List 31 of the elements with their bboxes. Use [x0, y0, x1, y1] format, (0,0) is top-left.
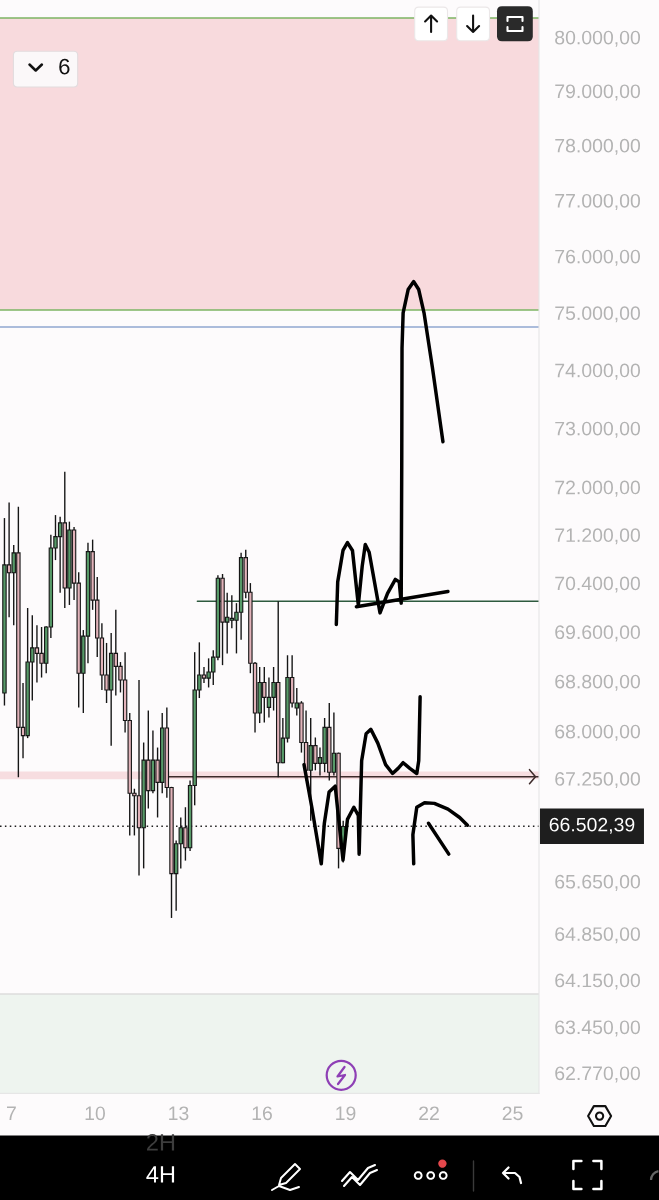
x-tick-label: 16: [252, 1106, 272, 1121]
x-tick-label: 7: [7, 1106, 16, 1120]
y-tick-label: 63.450,00: [555, 1020, 641, 1037]
x-tick-label: 22: [419, 1106, 439, 1120]
y-tick-label: 78.000,00: [555, 138, 641, 155]
text: 4H: [146, 1166, 175, 1183]
y-tick-label: 74.000,00: [555, 363, 641, 380]
y-tick-label: 73.000,00: [555, 421, 641, 438]
y-tick-label: 79.000,00: [555, 84, 641, 101]
y-tick-label: 71.200,00: [555, 528, 641, 545]
y-tick-label: 76.000,00: [555, 249, 641, 266]
ref-line-label: 66.502,39: [549, 817, 635, 834]
y-tick-label: 77.000,00: [555, 193, 641, 210]
x-tick-label: 13: [169, 1106, 189, 1121]
text: 2H: [147, 1134, 175, 1151]
y-tick-label: 64.850,00: [555, 927, 641, 944]
y-tick-label: 70.400,00: [555, 576, 641, 593]
y-tick-label: 65.650,00: [555, 874, 641, 891]
y-tick-label: 69.600,00: [555, 625, 641, 642]
y-tick-label: 67.250,00: [555, 772, 641, 789]
y-tick-label: 68.800,00: [555, 674, 641, 691]
x-tick-label: 25: [502, 1106, 523, 1121]
y-tick-label: 72.000,00: [555, 480, 641, 497]
y-tick-label: 75.000,00: [555, 306, 641, 323]
y-tick-label: 68.000,00: [555, 724, 641, 741]
y-tick-label: 80.000,00: [555, 30, 641, 47]
x-tick-label: 19: [336, 1106, 356, 1121]
x-tick-label: 10: [85, 1106, 105, 1121]
y-tick-label: 62.770,00: [555, 1066, 641, 1083]
annotation: 6: [59, 58, 70, 75]
y-tick-label: 64.150,00: [555, 973, 641, 990]
